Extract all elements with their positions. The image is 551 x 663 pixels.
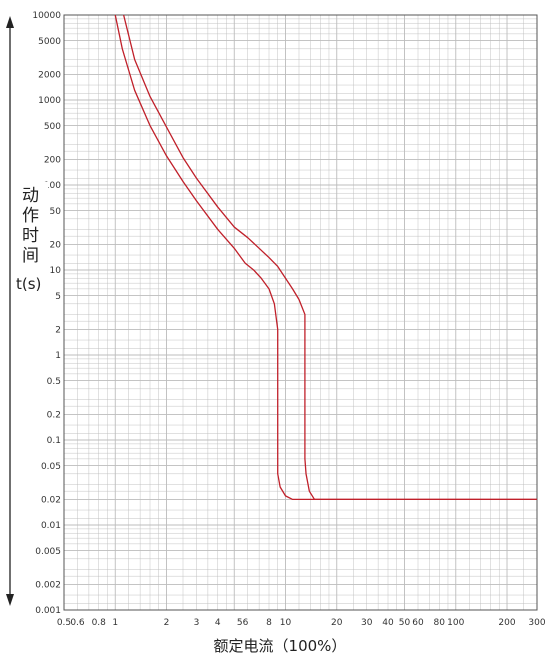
y-tick-label: 50: [50, 207, 62, 217]
y-tick-label: 10000: [32, 11, 61, 21]
trip-curve-2: [122, 14, 537, 501]
y-axis-unit: t(s): [16, 275, 41, 293]
y-tick-label: 1000: [38, 96, 61, 106]
x-tick-label: 40: [382, 618, 394, 628]
y-tick-label: 100: [44, 181, 61, 191]
x-tick-label: 20: [331, 618, 343, 628]
y-tick-label: 5: [55, 292, 61, 302]
y-tick-label: 0.01: [41, 521, 61, 531]
x-tick-label: 2: [164, 618, 170, 628]
curves: [114, 14, 537, 501]
x-tick-label: 1: [112, 618, 118, 628]
y-tick-label: 2: [55, 326, 61, 336]
y-tick-label: 0.02: [41, 496, 61, 506]
x-tick-label: 0.6: [70, 618, 85, 628]
plot-border: [63, 14, 538, 611]
x-tick-label: 3: [194, 618, 200, 628]
y-tick-label: 0.002: [35, 581, 61, 591]
y-tick-label: 0.1: [47, 436, 61, 446]
y-tick-label: 200: [44, 156, 61, 166]
x-tick-label: 10: [280, 618, 292, 628]
grid: [63, 14, 538, 611]
trip-curve-1: [114, 14, 537, 501]
y-axis-label: 动 作 时 间 t(s): [14, 182, 48, 294]
y-tick-label: 0.001: [35, 606, 61, 616]
y-tick-label: 0.005: [35, 547, 61, 557]
x-tick-label: 0.5: [57, 618, 71, 628]
x-tick-label: 50: [399, 618, 411, 628]
plot-frame: [63, 14, 538, 611]
y-tick-label: 500: [44, 122, 61, 132]
x-tick-label: 0.8: [92, 618, 107, 628]
x-tick-label: 60: [412, 618, 424, 628]
y-tick-label: 0.2: [47, 411, 61, 421]
x-tick-label: 300: [528, 618, 545, 628]
x-tick-label: 56: [237, 618, 249, 628]
x-tick-label: 8: [266, 618, 272, 628]
y-axis-label-char-4: 间: [22, 246, 39, 266]
y-tick-labels: 10000 5000 2000 1000 500 200 100 50 20 10 5 2 1 0.5 0.…: [32, 11, 61, 616]
y-tick-label: 5000: [38, 37, 61, 47]
y-axis-label-char-1: 动: [22, 186, 39, 206]
y-axis-arrow-up: [6, 16, 14, 28]
y-axis-label-char-2: 作: [22, 206, 39, 226]
y-axis-arrow-down: [6, 594, 14, 606]
y-axis-label-char-3: 时: [22, 226, 39, 246]
x-tick-label: 100: [447, 618, 464, 628]
x-tick-label: 200: [498, 618, 515, 628]
y-axis-arrow: [6, 16, 14, 606]
y-tick-label: 2000: [38, 71, 61, 81]
x-tick-label: 30: [361, 618, 373, 628]
x-tick-labels: 0.5 0.6 0.8 1 2 3 4 56 8 10 20 30 40 50 60 80 100 200 300: [57, 618, 546, 628]
y-tick-label: 0.05: [41, 462, 61, 472]
y-tick-label: 0.5: [47, 377, 61, 387]
x-tick-label: 80: [434, 618, 446, 628]
y-tick-label: 1: [55, 351, 61, 361]
y-tick-label: 20: [50, 241, 62, 251]
x-tick-label: 4: [215, 618, 221, 628]
y-tick-label: 10: [50, 266, 62, 276]
x-axis-label: 额定电流（100%）: [214, 637, 347, 655]
